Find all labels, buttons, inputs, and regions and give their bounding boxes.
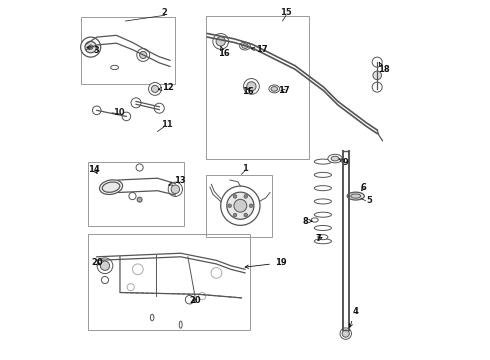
Circle shape bbox=[171, 185, 180, 194]
Text: 19: 19 bbox=[245, 258, 287, 268]
Text: 2: 2 bbox=[162, 8, 168, 17]
Circle shape bbox=[228, 204, 231, 207]
Circle shape bbox=[137, 197, 142, 202]
Text: 18: 18 bbox=[378, 63, 390, 75]
Text: 10: 10 bbox=[114, 108, 125, 117]
Circle shape bbox=[93, 106, 101, 114]
Ellipse shape bbox=[111, 65, 119, 69]
Text: 16: 16 bbox=[242, 87, 254, 96]
Circle shape bbox=[137, 49, 149, 62]
Circle shape bbox=[372, 82, 382, 92]
Ellipse shape bbox=[150, 314, 154, 321]
Text: 16: 16 bbox=[218, 46, 229, 58]
Circle shape bbox=[244, 213, 247, 217]
Circle shape bbox=[249, 204, 253, 207]
Text: 12: 12 bbox=[158, 83, 174, 92]
Text: 6: 6 bbox=[361, 183, 367, 192]
Ellipse shape bbox=[331, 156, 339, 161]
Circle shape bbox=[220, 186, 260, 225]
Ellipse shape bbox=[179, 321, 182, 328]
Ellipse shape bbox=[311, 218, 318, 222]
Circle shape bbox=[213, 33, 228, 49]
Text: 3: 3 bbox=[87, 46, 99, 55]
Circle shape bbox=[154, 103, 164, 113]
Text: 4: 4 bbox=[349, 307, 358, 327]
Ellipse shape bbox=[240, 42, 250, 50]
Circle shape bbox=[89, 45, 93, 49]
Text: 1: 1 bbox=[242, 164, 248, 173]
Circle shape bbox=[129, 193, 136, 200]
Circle shape bbox=[122, 112, 131, 121]
Circle shape bbox=[373, 71, 381, 80]
Bar bbox=[206, 175, 272, 237]
Circle shape bbox=[127, 284, 134, 291]
Text: 7: 7 bbox=[316, 234, 322, 243]
Bar bbox=[206, 16, 309, 158]
Text: 17: 17 bbox=[251, 45, 268, 54]
Circle shape bbox=[227, 192, 254, 219]
Circle shape bbox=[81, 37, 100, 57]
Circle shape bbox=[234, 199, 247, 212]
Ellipse shape bbox=[271, 87, 277, 91]
Ellipse shape bbox=[318, 235, 328, 240]
Text: 9: 9 bbox=[339, 158, 348, 167]
Ellipse shape bbox=[351, 194, 361, 198]
Ellipse shape bbox=[102, 182, 120, 192]
Circle shape bbox=[100, 261, 110, 270]
Ellipse shape bbox=[269, 85, 280, 93]
Ellipse shape bbox=[99, 180, 122, 194]
Circle shape bbox=[131, 98, 141, 108]
Text: 8: 8 bbox=[303, 217, 312, 226]
Circle shape bbox=[136, 164, 143, 171]
Circle shape bbox=[151, 85, 159, 93]
Bar bbox=[88, 234, 250, 330]
Text: 15: 15 bbox=[280, 8, 292, 17]
Circle shape bbox=[340, 328, 351, 339]
Circle shape bbox=[198, 293, 206, 300]
Circle shape bbox=[233, 213, 237, 217]
Text: 5: 5 bbox=[367, 196, 372, 205]
Circle shape bbox=[372, 57, 382, 67]
Bar bbox=[88, 162, 184, 226]
Circle shape bbox=[342, 330, 349, 337]
Circle shape bbox=[185, 296, 194, 304]
Circle shape bbox=[132, 264, 143, 275]
Text: 11: 11 bbox=[161, 120, 172, 129]
Circle shape bbox=[85, 41, 97, 53]
Circle shape bbox=[101, 276, 109, 284]
Text: 17: 17 bbox=[278, 86, 290, 95]
Bar bbox=[81, 18, 175, 84]
Ellipse shape bbox=[347, 192, 364, 200]
Circle shape bbox=[97, 258, 113, 274]
Circle shape bbox=[168, 182, 182, 197]
Circle shape bbox=[211, 267, 222, 278]
Text: 14: 14 bbox=[88, 165, 100, 174]
Circle shape bbox=[244, 195, 247, 198]
Circle shape bbox=[140, 51, 147, 59]
Circle shape bbox=[216, 37, 225, 46]
Ellipse shape bbox=[242, 44, 248, 48]
Text: 20: 20 bbox=[189, 296, 201, 305]
Text: 13: 13 bbox=[169, 176, 186, 185]
Ellipse shape bbox=[328, 154, 342, 163]
Circle shape bbox=[233, 195, 237, 198]
Circle shape bbox=[148, 82, 161, 95]
Circle shape bbox=[244, 78, 259, 94]
Circle shape bbox=[247, 82, 256, 91]
Text: 20: 20 bbox=[91, 258, 102, 267]
